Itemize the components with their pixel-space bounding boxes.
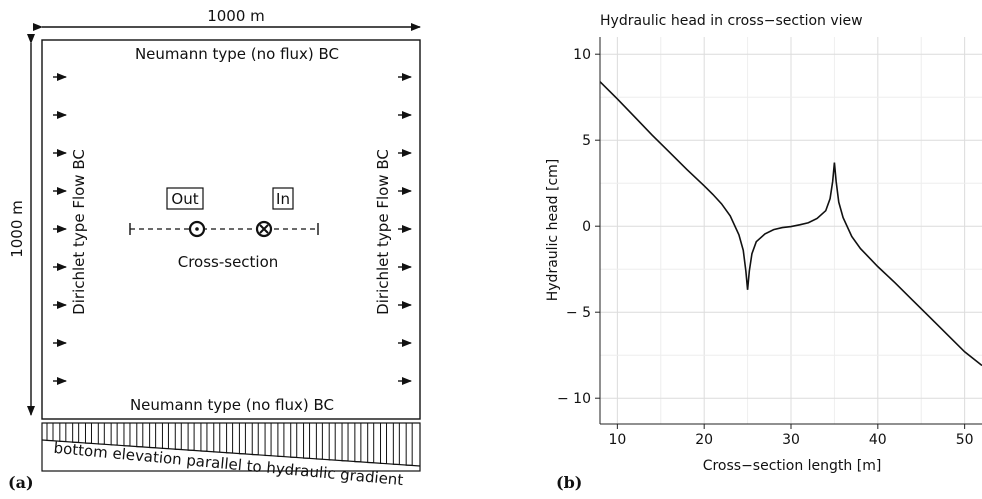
right-bc-label: Dirichlet type Flow BC — [374, 149, 392, 315]
domain-diagram: 1000 m 1000 m Neumann type (no flux) BC … — [8, 7, 421, 492]
strip-bar — [97, 422, 105, 445]
strip-bar — [251, 422, 259, 456]
out-well-symbol — [188, 220, 206, 238]
strip-bar — [315, 422, 323, 460]
strip-bar — [367, 422, 375, 464]
panel-b-label: (b) — [556, 473, 582, 492]
strip-bar — [392, 422, 400, 465]
height-label: 1000 m — [8, 200, 26, 258]
strip-bar — [110, 422, 118, 446]
strip-bar — [354, 422, 362, 463]
y-tick-label: − 5 — [566, 305, 591, 321]
bottom-bc-label: Neumann type (no flux) BC — [130, 396, 334, 414]
strip-bar — [277, 422, 285, 457]
strip-bar — [46, 422, 54, 442]
x-axis-label: Cross−section length [m] — [703, 458, 882, 474]
strip-bar — [341, 422, 349, 462]
hydraulic-head-series-line — [599, 81, 982, 367]
in-label: In — [276, 190, 290, 208]
hydraulic-head-chart: Hydraulic head in cross−section view 10 2… — [545, 13, 982, 492]
strip-bar — [174, 422, 182, 450]
x-tick-label: 20 — [695, 432, 713, 448]
strip-bar — [290, 422, 298, 458]
strip-bar — [72, 422, 80, 443]
strip-bar — [200, 422, 208, 452]
strip-bar — [303, 422, 311, 459]
flow-arrows — [53, 73, 412, 385]
y-axis-ticks: 10 5 0 − 5 − 10 — [557, 47, 600, 407]
strip-bar — [149, 422, 157, 449]
width-label: 1000 m — [207, 7, 265, 25]
x-tick-label: 30 — [782, 432, 800, 448]
strip-bar — [226, 422, 234, 454]
in-well-symbol — [255, 220, 273, 238]
chart-grid — [600, 37, 982, 424]
x-tick-label: 10 — [608, 432, 626, 448]
y-tick-label: 5 — [582, 133, 591, 149]
x-tick-label: 50 — [956, 432, 974, 448]
out-label: Out — [171, 190, 198, 208]
y-tick-label: − 10 — [557, 391, 591, 407]
in-label-box — [272, 187, 294, 210]
y-axis-label: Hydraulic head [cm] — [545, 159, 561, 302]
bottom-elevation-strip — [41, 422, 421, 472]
chart-title: Hydraulic head in cross−section view — [600, 13, 863, 29]
strip-bar — [328, 422, 336, 461]
y-tick-label: 0 — [582, 219, 591, 235]
strip-bar — [380, 422, 388, 464]
y-tick-label: 10 — [573, 47, 591, 63]
strip-bar — [59, 422, 67, 442]
domain-box — [41, 39, 421, 420]
strip-bar — [161, 422, 169, 449]
strip-bar — [405, 422, 413, 466]
top-bc-label: Neumann type (no flux) BC — [135, 45, 339, 63]
x-tick-label: 40 — [869, 432, 887, 448]
cross-section-label: Cross-section — [178, 253, 279, 271]
strip-bar — [123, 422, 131, 447]
strip-bar — [187, 422, 195, 451]
strip-bar — [136, 422, 144, 448]
left-bc-label: Dirichlet type Flow BC — [70, 149, 88, 315]
strip-bar — [264, 422, 272, 457]
bottom-elevation-note: bottom elevation parallel to hydraulic g… — [53, 439, 404, 489]
out-label-box — [166, 187, 204, 210]
strip-bar — [238, 422, 246, 455]
strip-bar — [84, 422, 92, 444]
x-axis-ticks: 10 20 30 40 50 — [608, 424, 974, 448]
panel-a-label: (a) — [8, 473, 34, 492]
strip-bar — [213, 422, 221, 453]
